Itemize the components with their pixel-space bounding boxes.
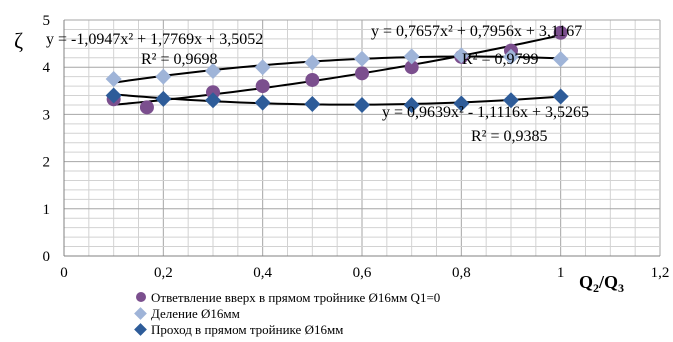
point-series-1 <box>205 62 221 79</box>
point-series-2 <box>453 95 470 112</box>
x-tick-label: 0 <box>60 265 68 281</box>
x-tick-label: 0,8 <box>452 265 471 281</box>
point-series-2 <box>205 92 221 109</box>
trend-r2-prokhod: R² = 0,9385 <box>471 128 548 145</box>
y-tick-label: 2 <box>43 155 51 171</box>
point-series-0 <box>255 79 270 94</box>
point-series-0 <box>206 85 220 100</box>
point-series-2 <box>552 88 569 105</box>
point-series-2 <box>304 96 321 113</box>
point-series-0 <box>139 100 154 115</box>
trend-equation-delenie: y = -1,0947x² + 1,7769x + 3,5052 <box>46 31 263 48</box>
y-tick-label: 0 <box>43 249 51 265</box>
point-series-1 <box>155 68 172 85</box>
data-points <box>105 25 569 115</box>
legend-label-otvetvlenie: Ответвление вверх в прямом тройнике Ø16м… <box>151 290 440 305</box>
x-tick-label: 0,4 <box>253 265 272 281</box>
trendlines <box>113 34 561 106</box>
point-series-1 <box>105 71 122 87</box>
y-tick-label: 1 <box>43 202 51 218</box>
legend-label-prokhod: Проход в прямом тройнике Ø16мм <box>151 322 343 337</box>
point-series-1 <box>403 48 420 65</box>
x-tick-label: 0,6 <box>353 265 372 281</box>
trend-equation-otvetvlenie: y = 0,7657x² + 0,7956x + 3,1167 <box>371 23 582 40</box>
y-tick-label: 5 <box>43 13 51 29</box>
point-series-0 <box>553 25 568 40</box>
point-series-2 <box>354 96 370 113</box>
trend-r2-delenie: R² = 0,9698 <box>141 51 218 68</box>
point-series-1 <box>453 47 470 64</box>
tick-labels: 0 0,2 0,4 0,6 0,8 1 1,2 0 1 2 3 4 5 <box>43 13 670 281</box>
point-series-0 <box>355 66 369 81</box>
x-tick-label: 1 <box>557 265 565 281</box>
trend-equation-prokhod: y = 0,9639x² - 1,1116x + 3,5265 <box>382 104 589 121</box>
point-series-2 <box>254 94 271 111</box>
legend-marker-otvetvlenie <box>136 292 146 302</box>
axes <box>63 20 660 257</box>
trendline-1 <box>113 55 561 84</box>
x-tick-label: 0,2 <box>154 265 173 281</box>
trendline-0 <box>113 34 561 106</box>
point-series-1 <box>254 59 271 76</box>
point-series-0 <box>305 72 320 87</box>
x-tick-label: 1,2 <box>651 265 670 281</box>
point-series-2 <box>403 96 420 113</box>
point-series-2 <box>155 90 172 107</box>
point-series-2 <box>105 87 122 104</box>
y-axis-title: ζ <box>14 28 23 53</box>
point-series-2 <box>503 92 519 109</box>
point-series-0 <box>404 60 419 75</box>
y-tick-label: 3 <box>43 107 51 123</box>
point-series-1 <box>354 50 370 67</box>
legend-marker-prokhod <box>134 323 147 336</box>
point-series-1 <box>304 54 321 71</box>
x-axis-title: Q2/Q3 <box>579 272 624 295</box>
legend-label-delenie: Деление Ø16мм <box>151 306 240 321</box>
trend-r2-otvetvlenie: R² = 0,9799 <box>462 51 539 68</box>
point-series-1 <box>552 51 569 68</box>
trendline-2 <box>113 93 561 106</box>
point-series-1 <box>503 48 519 65</box>
legend: Ответвление вверх в прямом тройнике Ø16м… <box>134 290 440 337</box>
legend-marker-delenie <box>134 307 147 320</box>
y-tick-label: 4 <box>43 60 51 76</box>
